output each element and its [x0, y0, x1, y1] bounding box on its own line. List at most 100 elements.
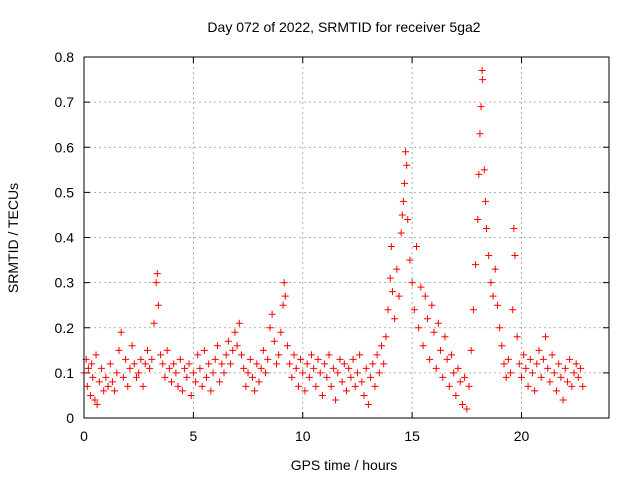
data-point	[472, 261, 480, 269]
data-point	[292, 364, 300, 372]
data-point	[286, 360, 294, 368]
data-point	[434, 319, 442, 327]
data-point	[477, 103, 485, 111]
data-point	[211, 355, 219, 363]
data-point	[417, 283, 425, 291]
data-point	[537, 373, 545, 381]
data-point	[218, 360, 226, 368]
data-point	[476, 130, 484, 138]
data-point	[233, 342, 241, 350]
data-point	[275, 351, 283, 359]
data-point	[428, 301, 436, 309]
data-point	[502, 373, 510, 381]
data-point	[270, 337, 278, 345]
data-point	[510, 224, 518, 232]
y-tick-label: 0.4	[55, 230, 75, 246]
data-point	[338, 378, 346, 386]
data-point	[474, 215, 482, 223]
data-point	[572, 360, 580, 368]
data-point	[231, 328, 239, 336]
data-point	[100, 387, 108, 395]
data-point	[323, 373, 331, 381]
data-point	[559, 396, 567, 404]
data-point	[340, 360, 348, 368]
data-point	[487, 279, 495, 287]
data-point	[445, 382, 453, 390]
data-point	[185, 360, 193, 368]
data-point	[198, 382, 206, 390]
data-point	[398, 211, 406, 219]
data-point	[426, 355, 434, 363]
data-point	[283, 342, 291, 350]
data-point	[163, 346, 171, 354]
data-point	[327, 382, 335, 390]
data-point	[393, 265, 401, 273]
data-point	[130, 360, 138, 368]
data-point	[229, 346, 237, 354]
data-point	[520, 351, 528, 359]
data-point	[507, 369, 515, 377]
data-point	[443, 355, 451, 363]
data-point	[143, 346, 151, 354]
y-tick-label: 0.2	[55, 320, 75, 336]
data-point	[168, 378, 175, 386]
data-point	[321, 360, 329, 368]
data-point	[95, 378, 103, 386]
data-point	[367, 373, 375, 381]
data-point	[207, 387, 215, 395]
data-point	[242, 382, 250, 390]
y-tick-label: 0.3	[55, 275, 75, 291]
data-point	[528, 369, 536, 377]
data-point	[513, 333, 521, 341]
data-point	[463, 405, 471, 413]
data-point	[102, 373, 110, 381]
data-point	[124, 382, 132, 390]
data-point	[312, 382, 320, 390]
data-point	[325, 351, 333, 359]
data-point	[369, 360, 377, 368]
data-point	[579, 382, 587, 390]
data-point	[489, 292, 497, 300]
data-point	[358, 378, 366, 386]
data-point	[122, 355, 130, 363]
data-point	[152, 279, 160, 287]
data-point	[480, 166, 488, 174]
data-point	[539, 355, 547, 363]
data-point	[526, 355, 534, 363]
data-point	[187, 391, 195, 399]
data-point	[419, 342, 427, 350]
data-point	[479, 76, 487, 84]
data-point	[356, 351, 364, 359]
data-point	[170, 360, 178, 368]
data-point	[568, 382, 576, 390]
y-tick-label: 0.6	[55, 139, 75, 155]
data-point	[364, 400, 372, 408]
y-axis-label: SRMTID / TECUs	[5, 183, 21, 293]
data-point	[430, 328, 438, 336]
data-point	[172, 369, 180, 377]
data-point	[399, 197, 407, 205]
data-point	[159, 360, 167, 368]
data-point	[382, 333, 390, 341]
y-tick-label: 0.1	[55, 365, 75, 381]
data-point	[115, 346, 123, 354]
data-point	[371, 382, 379, 390]
x-tick-label: 5	[189, 428, 197, 444]
data-point	[316, 369, 324, 377]
data-point	[400, 179, 408, 187]
data-point	[200, 346, 208, 354]
data-point	[349, 355, 357, 363]
data-point	[264, 355, 272, 363]
data-point	[515, 360, 523, 368]
data-point	[415, 324, 423, 332]
data-point	[213, 342, 221, 350]
data-point	[491, 265, 499, 273]
data-point	[375, 369, 383, 377]
tick-labels: 0 0.1 0.2 0.3 0.4 0.5 0.6 0.7 0.8 0 5 10 15 20	[55, 49, 530, 444]
data-point	[308, 351, 315, 359]
data-point	[248, 373, 256, 381]
data-point	[395, 292, 403, 300]
data-point	[406, 256, 414, 264]
data-point	[196, 364, 204, 372]
data-point	[413, 243, 420, 251]
